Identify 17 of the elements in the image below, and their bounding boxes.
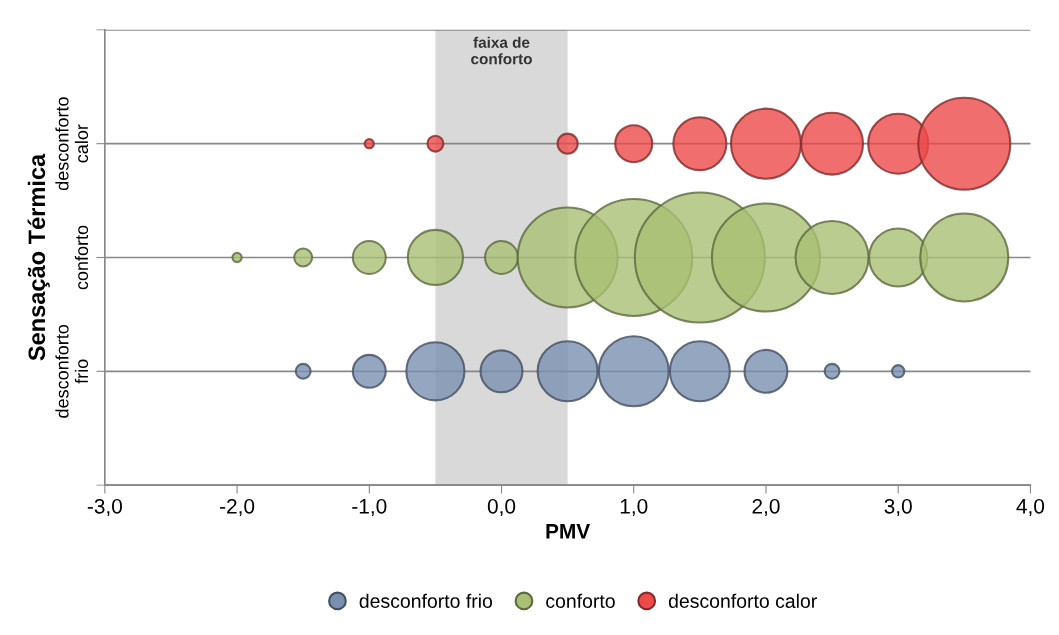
band-label: faixa de conforto [471, 36, 532, 65]
x-tick-label: 0,0 [487, 498, 516, 517]
x-tick-label: -3,0 [87, 498, 122, 517]
x-tick-label: 1,0 [620, 498, 648, 517]
y-tick-label: desconforto frio [55, 324, 89, 418]
x-tick-label: -1,0 [352, 498, 387, 517]
legend-label: conforto [546, 593, 615, 608]
x-tick-label: 3,0 [884, 498, 912, 517]
y-tick-label: desconforto calor [55, 97, 89, 191]
y-axis-title: Sensação Térmica [27, 153, 50, 361]
x-tick-label: 2,0 [752, 498, 780, 517]
legend-label: desconforto frio [359, 593, 493, 608]
legend-label: desconforto calor [668, 593, 817, 608]
y-tick-label: conforto [74, 225, 89, 290]
x-tick-label: -2,0 [220, 498, 255, 517]
x-axis-title: PMV [546, 524, 591, 539]
x-tick-label: 4,0 [1016, 498, 1045, 517]
